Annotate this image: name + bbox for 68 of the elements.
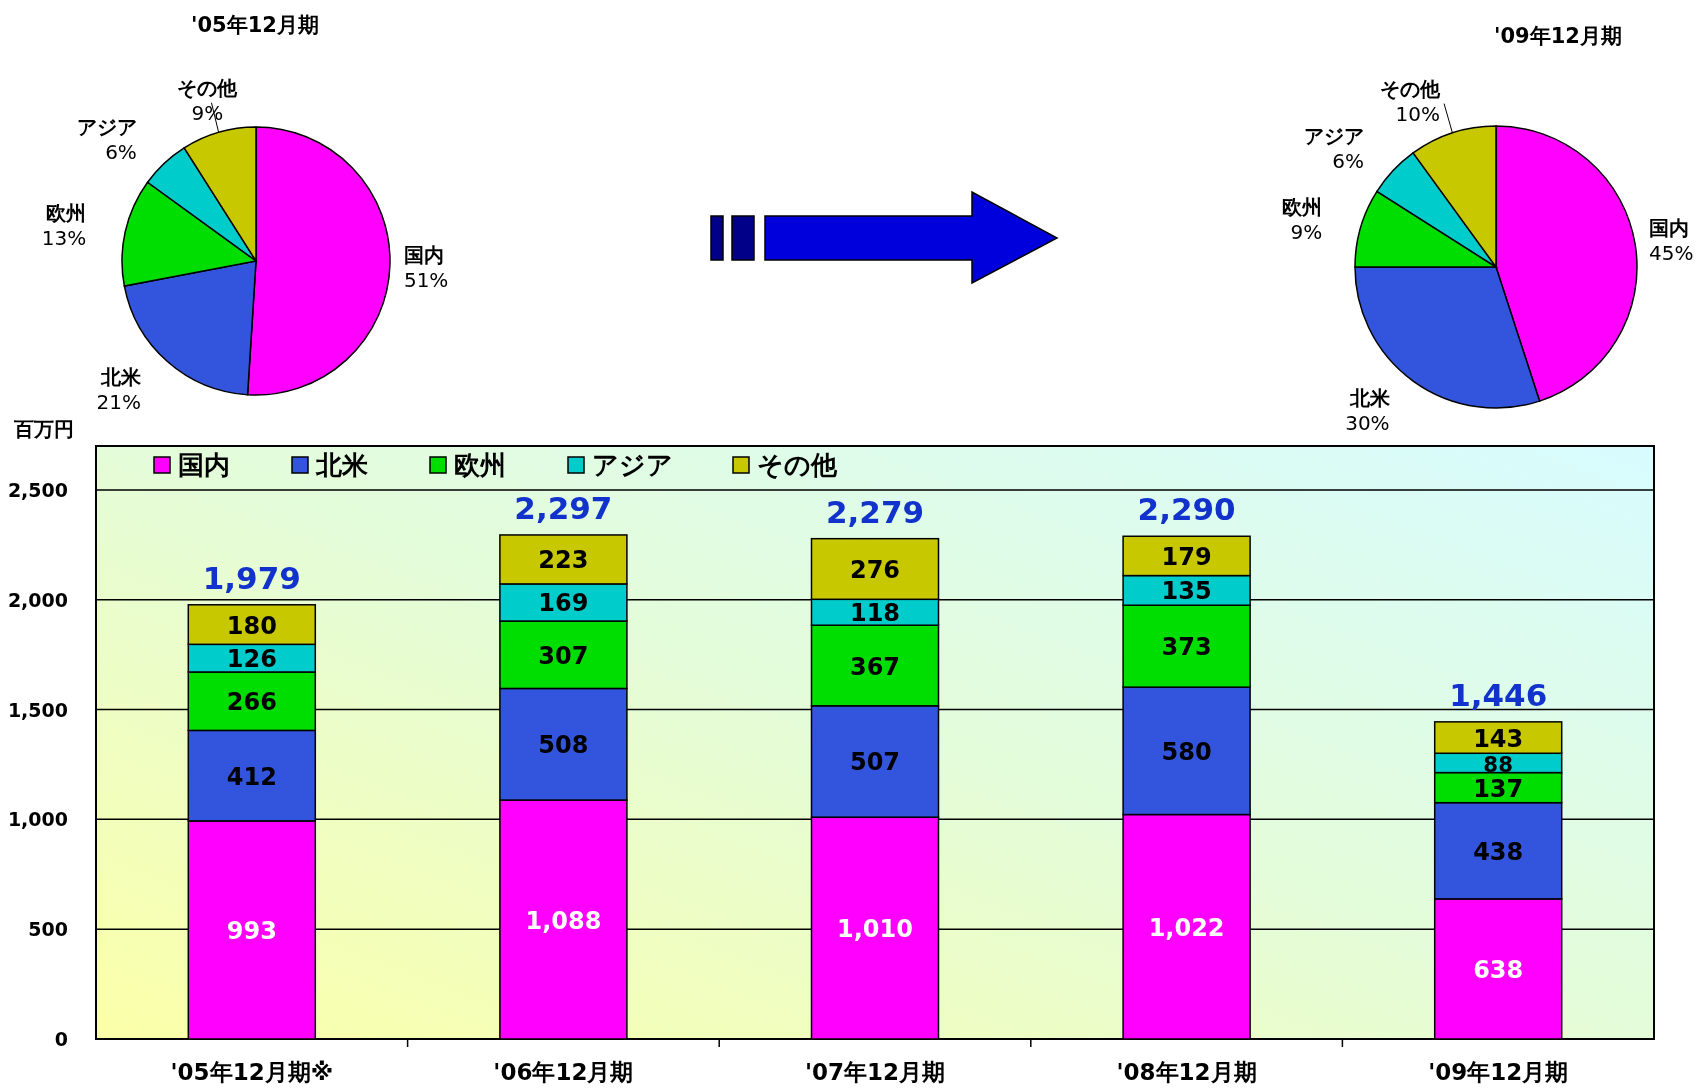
data-label: 169 [538, 589, 589, 618]
total-label: 1,979 [202, 559, 301, 596]
data-label: 179 [1161, 542, 1212, 571]
data-label: 126 [226, 645, 277, 674]
legend-label: その他 [757, 450, 838, 480]
x-tick-label: '06年12月期 [493, 1059, 634, 1085]
x-tick-label: '07年12月期 [804, 1059, 946, 1085]
data-label: 993 [226, 916, 277, 945]
data-label: 118 [849, 599, 901, 628]
data-label: 137 [1473, 774, 1524, 803]
data-label: 1,022 [1148, 913, 1225, 942]
data-label: 1,088 [525, 906, 602, 935]
data-label: 51% [403, 268, 449, 293]
data-label: 307 [538, 641, 589, 670]
data-label: 638 [1473, 955, 1524, 984]
legend-label: アジア [592, 450, 673, 480]
legend-label: 国内 [178, 450, 230, 480]
data-label: 30% [1345, 411, 1390, 436]
y-tick-label: 1,000 [7, 808, 68, 831]
data-label: 276 [849, 555, 901, 584]
total-label: 2,290 [1137, 491, 1236, 528]
data-label: 266 [226, 688, 277, 717]
data-label: 45% [1649, 241, 1694, 266]
data-label: 180 [226, 611, 277, 640]
data-label: 412 [226, 762, 277, 791]
data-label: 143 [1473, 724, 1524, 753]
data-label: 10% [1395, 101, 1441, 126]
data-label: 508 [538, 731, 589, 760]
data-label: 507 [849, 748, 901, 777]
x-tick-label: '09年12月期 [1428, 1059, 1569, 1085]
data-label: 373 [1161, 633, 1212, 662]
total-label: 2,297 [514, 489, 613, 526]
total-label: 2,279 [825, 493, 925, 530]
data-label: 438 [1473, 837, 1524, 866]
slice-label: 国内 [1649, 216, 1690, 241]
total-label: 1,446 [1449, 676, 1548, 713]
data-label: 6% [105, 139, 137, 164]
legend-label: 欧州 [454, 450, 506, 480]
slice-label: アジア [1304, 123, 1365, 148]
data-label: 580 [1161, 737, 1212, 766]
chart-title: '05年12月期 [191, 13, 319, 37]
y-tick-label: 0 [54, 1028, 68, 1050]
slice-label: その他 [177, 75, 239, 100]
chart-title: '09年12月期 [1494, 24, 1622, 48]
data-label: 9% [1290, 219, 1323, 244]
slice-label: 北米 [1348, 386, 1391, 411]
slice-label: アジア [76, 114, 137, 139]
data-label: 367 [849, 652, 901, 681]
y-tick-label: 1,500 [7, 698, 68, 721]
data-label: 88 [1483, 751, 1514, 777]
y-tick-label: 2,500 [7, 478, 68, 501]
slice-label: 欧州 [46, 201, 87, 226]
data-label: 135 [1161, 577, 1212, 606]
y-axis-title: 百万円 [13, 417, 74, 441]
data-label: 21% [96, 389, 141, 414]
x-tick-label: '08年12月期 [1116, 1059, 1257, 1085]
data-label: 1,010 [837, 915, 913, 944]
y-tick-label: 2,000 [7, 588, 68, 611]
slice-label: 欧州 [1282, 194, 1323, 219]
slice-label: その他 [1380, 76, 1442, 101]
legend-label: 北米 [315, 450, 368, 480]
x-tick-label: '05年12月期※ [170, 1059, 334, 1085]
y-tick-label: 500 [28, 918, 68, 941]
slice-label: 国内 [403, 243, 444, 268]
data-label: 223 [538, 546, 589, 575]
slice-label: 北米 [99, 364, 142, 389]
data-label: 6% [1332, 148, 1365, 173]
data-label: 13% [41, 226, 87, 251]
